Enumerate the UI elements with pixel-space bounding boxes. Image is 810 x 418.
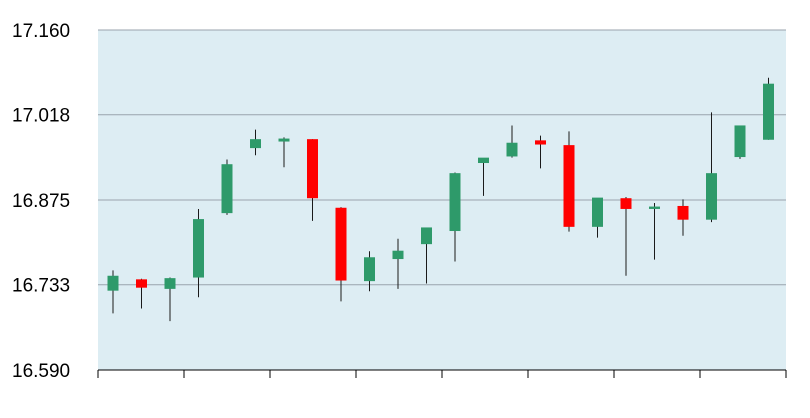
candle-body-up — [592, 197, 603, 227]
candle — [335, 207, 347, 302]
gridlines — [98, 29, 786, 286]
y-tick-labels: 16.590 16.733 16.875 17.018 17.160 — [12, 21, 70, 382]
candle-body-up — [449, 173, 461, 232]
candle-body-up — [107, 275, 119, 291]
candle-body-up — [649, 206, 660, 209]
candle — [221, 159, 233, 215]
y-tick-label: 16.733 — [12, 276, 70, 297]
candle — [478, 157, 489, 196]
candle — [506, 125, 518, 158]
candle-body-up — [763, 83, 774, 140]
candle-body-up — [193, 219, 204, 278]
candle — [136, 278, 147, 309]
candle — [620, 197, 632, 276]
x-axis — [97, 369, 787, 378]
candle — [107, 270, 119, 314]
candle-body-up — [364, 257, 375, 282]
candle — [563, 131, 575, 232]
candle-body-up — [164, 278, 176, 289]
candle-body-down — [307, 139, 318, 199]
candle-body-up — [734, 125, 746, 158]
candle — [449, 172, 461, 262]
candle — [278, 137, 290, 168]
candle-body-down — [335, 207, 347, 281]
candle — [392, 238, 404, 289]
candle — [250, 129, 261, 156]
candle-body-up — [421, 227, 432, 245]
candle — [193, 208, 204, 298]
candle — [535, 135, 546, 169]
y-tick-label: 17.160 — [12, 21, 70, 42]
candle — [164, 277, 176, 322]
candle-body-down — [535, 140, 546, 145]
candles — [107, 77, 774, 322]
candle — [592, 197, 603, 238]
candle-body-up — [250, 139, 261, 149]
candle-body-down — [563, 145, 575, 227]
y-tick-label: 17.018 — [12, 106, 70, 127]
y-tick-label: 16.875 — [12, 191, 70, 212]
candle-body-up — [278, 138, 290, 142]
candle — [649, 202, 660, 260]
candle-body-up — [392, 250, 404, 260]
candle — [364, 251, 375, 292]
candle — [677, 199, 689, 236]
candle-body-up — [706, 173, 717, 220]
candle-body-down — [677, 205, 689, 220]
candle-body-up — [506, 142, 518, 157]
candle — [734, 125, 746, 159]
candle — [421, 227, 432, 284]
y-tick-label: 16.590 — [12, 361, 70, 382]
candle-body-down — [620, 198, 632, 209]
candle — [307, 139, 318, 221]
candle-body-up — [221, 164, 233, 214]
candle-body-down — [136, 279, 147, 288]
candle-body-up — [478, 157, 489, 164]
candle — [763, 77, 774, 140]
candle — [706, 112, 717, 223]
